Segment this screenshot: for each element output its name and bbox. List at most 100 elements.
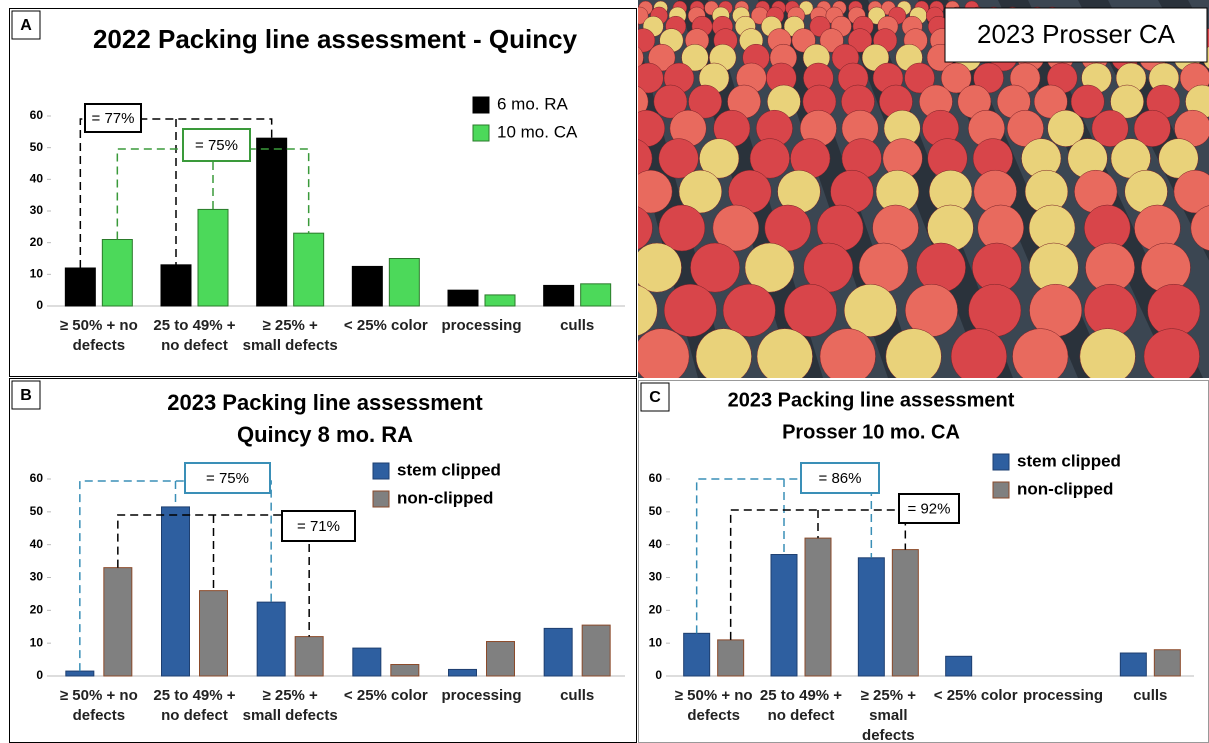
y-tick-label: 60 <box>649 471 663 485</box>
y-tick-label: 50 <box>30 140 44 154</box>
y-tick-label: 20 <box>30 235 44 249</box>
panel-c: C 2023 Packing line assessment Prosser 10 … <box>638 380 1209 743</box>
bar <box>718 640 744 676</box>
bar <box>352 266 382 306</box>
x-tick-label: < 25% color <box>932 686 1019 706</box>
chart-title: 2023 Packing line assessment <box>728 389 1015 411</box>
legend-swatch <box>473 125 489 141</box>
y-tick-label: 40 <box>30 537 44 551</box>
y-tick-label: 0 <box>36 668 43 682</box>
bar <box>66 671 94 676</box>
chart-subtitle: Quincy 8 mo. RA <box>237 422 413 447</box>
x-tick-label: ≥ 50% + no defects <box>670 686 757 726</box>
legend-label: stem clipped <box>397 460 501 479</box>
bar <box>449 669 477 676</box>
apple <box>1141 243 1190 292</box>
bar <box>102 240 132 307</box>
x-tick-label: ≥ 25% + small defects <box>845 686 932 743</box>
bar <box>582 625 610 676</box>
apple <box>664 284 716 336</box>
annotation: = 92% <box>908 500 951 517</box>
x-tick-label: ≥ 50% + no defects <box>51 316 147 356</box>
x-tick-label: 25 to 49% + no defect <box>147 316 243 356</box>
apple <box>1144 329 1200 378</box>
apple <box>784 284 836 336</box>
x-tick-label: ≥ 25% + small defects <box>242 316 338 356</box>
y-tick-label: 60 <box>30 108 44 122</box>
bar <box>684 633 710 676</box>
bar <box>353 648 381 676</box>
figure: A 2022 Packing line assessment - Quincy 0 1… <box>0 0 1209 743</box>
legend-label: 10 mo. CA <box>497 122 578 141</box>
bar <box>858 558 884 676</box>
bar <box>162 507 190 676</box>
bar <box>161 265 191 306</box>
panel-b: B 2023 Packing line assessment Quincy 8 mo… <box>9 378 637 743</box>
y-tick-label: 40 <box>649 537 663 551</box>
chart-title: 2023 Packing line assessment <box>167 390 483 415</box>
y-tick-label: 50 <box>649 504 663 518</box>
annotation: = 75% <box>195 137 238 154</box>
legend-swatch <box>473 97 489 113</box>
photo-label: 2023 Prosser CA <box>977 19 1176 49</box>
y-tick-label: 60 <box>30 471 44 485</box>
legend-swatch <box>373 491 389 507</box>
panel-letter: B <box>20 387 32 404</box>
legend-label: non-clipped <box>397 488 493 507</box>
y-tick-label: 20 <box>649 603 663 617</box>
legend-label: non-clipped <box>1017 479 1113 498</box>
x-tick-label: processing <box>434 686 530 706</box>
y-tick-label: 0 <box>655 668 662 682</box>
panel-a: A 2022 Packing line assessment - Quincy 0 1… <box>9 8 637 377</box>
x-tick-label: 25 to 49% + no defect <box>757 686 844 726</box>
panel-letter: C <box>649 389 661 406</box>
bar <box>892 550 918 676</box>
bar <box>544 285 574 306</box>
apple <box>690 243 739 292</box>
bar <box>544 628 572 676</box>
y-tick-label: 30 <box>649 570 663 584</box>
bar <box>487 642 515 676</box>
x-tick-label: ≥ 25% + small defects <box>242 686 338 726</box>
x-tick-label: processing <box>1019 686 1106 706</box>
y-tick-label: 10 <box>30 635 44 649</box>
chart-subtitle: Prosser 10 mo. CA <box>782 421 960 443</box>
x-tick-label: < 25% color <box>338 316 434 336</box>
y-tick-label: 20 <box>30 603 44 617</box>
bar <box>294 233 324 306</box>
x-tick-label: < 25% color <box>338 686 434 706</box>
annotation: = 75% <box>206 470 249 487</box>
legend-label: 6 mo. RA <box>497 94 569 113</box>
apple <box>638 329 689 378</box>
apple <box>723 284 775 336</box>
apple <box>916 243 965 292</box>
legend-label: stem clipped <box>1017 451 1121 470</box>
bar <box>946 656 972 676</box>
x-tick-label: culls <box>529 686 625 706</box>
bar <box>771 555 797 676</box>
bar <box>391 665 419 676</box>
x-tick-label: processing <box>434 316 530 336</box>
x-tick-label: 25 to 49% + no defect <box>147 686 243 726</box>
chart-title: 2022 Packing line assessment - Quincy <box>93 24 578 54</box>
y-tick-label: 50 <box>30 504 44 518</box>
apple <box>659 205 705 251</box>
legend-swatch <box>373 463 389 479</box>
y-tick-label: 0 <box>36 298 43 312</box>
bar <box>257 602 285 676</box>
bar <box>1154 650 1180 676</box>
x-tick-label: culls <box>1107 686 1194 706</box>
y-tick-label: 10 <box>30 267 44 281</box>
bar <box>448 290 478 306</box>
y-tick-label: 10 <box>649 635 663 649</box>
bar <box>295 637 323 676</box>
bar <box>65 268 95 306</box>
legend-swatch <box>993 482 1009 498</box>
x-tick-label: ≥ 50% + no defects <box>51 686 147 726</box>
annotation: = 77% <box>92 110 135 127</box>
annotation: = 86% <box>819 470 862 487</box>
photo: 2023 Prosser CA <box>638 0 1209 378</box>
bar <box>198 209 228 306</box>
bar <box>200 591 228 676</box>
panel-letter: A <box>20 17 32 34</box>
